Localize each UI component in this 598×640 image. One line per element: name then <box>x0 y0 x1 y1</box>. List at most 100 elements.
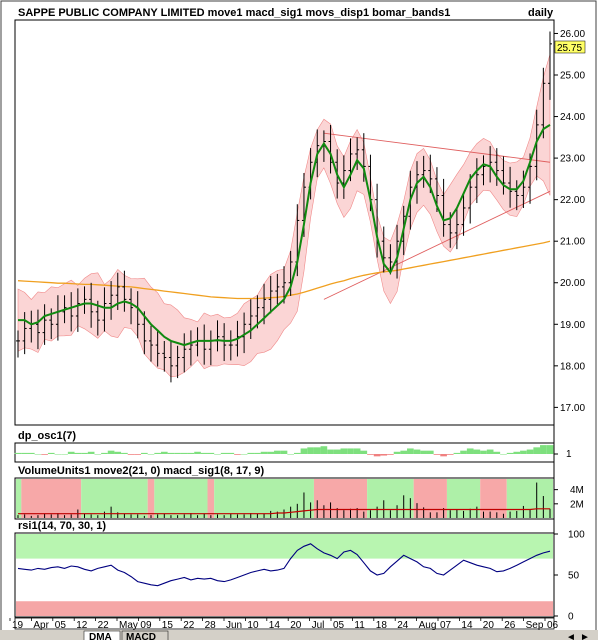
oscillator-bar <box>74 452 82 454</box>
price-tick-label: 22.00 <box>560 195 585 206</box>
x-tick-label: 19 <box>12 620 24 631</box>
oscillator-bar <box>413 449 421 454</box>
oscillator-bar <box>460 450 467 454</box>
volume-signal-zone <box>480 479 507 518</box>
x-tick-label: 22 <box>98 620 110 631</box>
oscillator-bar <box>540 445 547 454</box>
oscillator-bar <box>280 450 288 454</box>
price-tick-label: 24.00 <box>560 112 585 123</box>
x-tick-label: 15 <box>162 620 174 631</box>
x-tick-label: 24 <box>397 620 409 631</box>
rsi-series: 100 50 0 <box>16 530 585 623</box>
oscillator-bar <box>194 451 201 454</box>
oscillator-bar <box>101 452 108 454</box>
oscillator-label: dp_osc1(7) <box>18 430 76 442</box>
oscillator-bar <box>21 452 28 454</box>
oscillator-bar <box>41 454 48 455</box>
oscillator-bar <box>307 447 314 454</box>
volume-label: VolumeUnits1 move2(21, 0) macd_sig1(8, 1… <box>18 465 265 477</box>
oscillator-bar <box>234 454 241 455</box>
volume-signal-zone <box>154 479 208 518</box>
oscillator-bar <box>61 454 68 455</box>
oscillator-bar <box>313 447 321 454</box>
oscillator-bar <box>380 454 388 456</box>
oscillator-bar <box>533 447 541 454</box>
oscillator-series <box>14 445 558 457</box>
oscillator-bar <box>254 452 261 454</box>
tab-dma-label: DMA <box>89 632 112 640</box>
y-axis-ticks: 17.00 18.00 19.00 20.00 21.00 22.00 23.00 24.00… <box>554 29 585 414</box>
price-series <box>16 31 552 383</box>
oscillator-bar <box>506 452 514 454</box>
oscillator-bar <box>147 454 155 455</box>
oscillator-bar <box>214 454 221 455</box>
oscillator-tick: 1 <box>566 449 572 460</box>
x-tick-label: 26 <box>504 620 516 631</box>
price-panel <box>14 19 555 426</box>
tab-macd[interactable]: MACD <box>121 630 169 640</box>
oscillator-bar <box>121 452 128 454</box>
trendline-1 <box>323 132 551 163</box>
oscillator-bar <box>247 452 255 454</box>
tab-dma[interactable]: DMA <box>83 630 121 640</box>
oscillator-bar <box>220 452 228 454</box>
oscillator-bar <box>54 454 62 455</box>
bollinger-band <box>17 54 551 378</box>
x-tick-label: Aug <box>419 620 437 631</box>
tab-scroll-arrows[interactable]: ◄ ► <box>566 632 590 640</box>
volume-signal-zone <box>313 479 368 518</box>
oscillator-bar <box>333 449 341 454</box>
rsi-oversold-zone <box>16 601 553 616</box>
oscillator-bar <box>114 451 122 454</box>
oscillator-bar <box>373 454 381 457</box>
oscillator-bar <box>500 454 507 455</box>
volume-moving-average-line <box>18 508 550 515</box>
x-tick-label: 28 <box>205 620 217 631</box>
volume-signal-zone <box>81 479 148 518</box>
x-tick-label: 14 <box>269 620 281 631</box>
x-tick-label: 22 <box>183 620 195 631</box>
trendline-2 <box>323 190 551 300</box>
oscillator-bar <box>227 452 235 454</box>
scroll-right-arrow-icon[interactable]: ► <box>580 632 590 640</box>
price-tick-label: 17.00 <box>560 403 585 414</box>
scroll-left-arrow-icon[interactable]: ◄ <box>566 632 576 640</box>
oscillator-bar <box>141 452 148 454</box>
x-axis-strip <box>14 617 555 630</box>
oscillator-bar <box>127 454 135 455</box>
volume-signal-zone <box>413 479 447 518</box>
oscillator-bar <box>327 449 334 454</box>
oscillator-bar <box>240 454 248 455</box>
oscillator-bar <box>300 448 308 454</box>
moving-average-line <box>18 124 551 347</box>
oscillator-bar <box>167 452 175 454</box>
x-tick-label: 14 <box>461 620 473 631</box>
oscillator-bar <box>400 450 408 454</box>
oscillator-bar <box>486 449 494 454</box>
oscillator-bar <box>94 454 102 455</box>
x-tick-label: 12 <box>76 620 88 631</box>
oscillator-bar <box>47 452 55 454</box>
rsi-line <box>17 543 551 587</box>
volume-signal-zone <box>214 479 314 518</box>
oscillator-bar <box>407 448 414 454</box>
rsi-overbought-zone <box>16 534 553 559</box>
oscillator-bar <box>180 452 188 454</box>
x-tick-label: 11 <box>354 620 365 631</box>
x-tick-label: Apr <box>33 620 49 631</box>
oscillator-bar <box>27 452 35 454</box>
chart-period: daily <box>528 7 554 19</box>
tab-bar <box>0 630 598 640</box>
price-tick-label: 25.00 <box>560 71 585 82</box>
x-tick-label: 20 <box>483 620 495 631</box>
oscillator-bar <box>420 450 427 454</box>
rsi-label: rsi1(14, 70, 30, 1) <box>18 520 106 532</box>
price-tick-label: 20.00 <box>560 278 585 289</box>
volume-signal-zone <box>16 479 22 518</box>
oscillator-bar <box>520 450 527 454</box>
oscillator-bar <box>440 454 447 457</box>
oscillator-bar <box>14 452 22 454</box>
oscillator-bar <box>480 450 487 454</box>
price-tick-label: 21.00 <box>560 237 585 248</box>
